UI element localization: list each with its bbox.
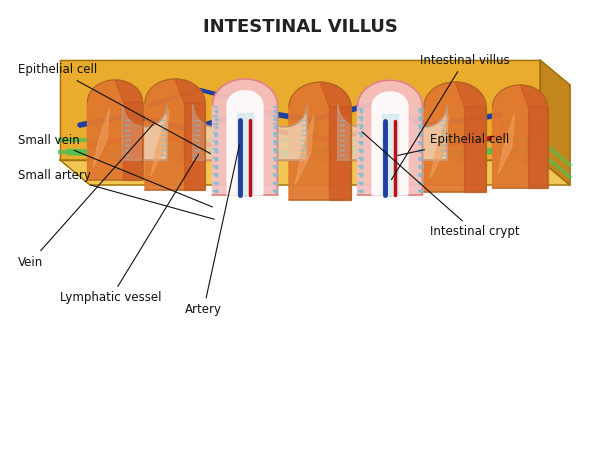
Polygon shape <box>93 108 110 167</box>
Polygon shape <box>424 82 486 192</box>
Polygon shape <box>540 60 570 185</box>
Polygon shape <box>338 105 382 160</box>
Polygon shape <box>289 82 351 200</box>
Polygon shape <box>263 105 307 160</box>
Polygon shape <box>403 105 447 160</box>
Polygon shape <box>430 114 449 178</box>
Polygon shape <box>329 107 351 200</box>
Polygon shape <box>520 85 548 107</box>
Text: Intestinal villus: Intestinal villus <box>391 54 510 180</box>
Polygon shape <box>123 105 167 160</box>
Polygon shape <box>60 60 540 160</box>
Polygon shape <box>455 82 486 107</box>
Polygon shape <box>184 103 205 190</box>
Text: Vein: Vein <box>18 124 153 269</box>
Text: Epithelial cell: Epithelial cell <box>398 134 509 155</box>
Polygon shape <box>528 107 548 188</box>
Text: Lymphatic vessel: Lymphatic vessel <box>60 154 199 305</box>
Polygon shape <box>123 102 143 180</box>
Text: Small vein: Small vein <box>18 134 212 207</box>
Polygon shape <box>175 79 205 103</box>
Text: Intestinal crypt: Intestinal crypt <box>362 132 520 238</box>
Polygon shape <box>498 114 515 175</box>
Polygon shape <box>358 80 422 195</box>
Polygon shape <box>88 80 143 180</box>
Text: Small artery: Small artery <box>18 168 214 219</box>
Text: INTESTINAL VILLUS: INTESTINAL VILLUS <box>203 18 397 36</box>
Polygon shape <box>151 110 169 176</box>
Polygon shape <box>295 115 314 184</box>
Polygon shape <box>212 79 277 195</box>
Polygon shape <box>493 85 548 188</box>
Polygon shape <box>227 91 263 195</box>
Polygon shape <box>320 82 351 107</box>
Polygon shape <box>145 79 205 190</box>
Polygon shape <box>372 92 408 195</box>
Polygon shape <box>193 105 237 160</box>
Polygon shape <box>60 160 570 185</box>
Polygon shape <box>115 80 143 102</box>
Polygon shape <box>464 107 486 192</box>
Text: Epithelial cell: Epithelial cell <box>18 63 211 153</box>
Text: Artery: Artery <box>185 145 239 316</box>
